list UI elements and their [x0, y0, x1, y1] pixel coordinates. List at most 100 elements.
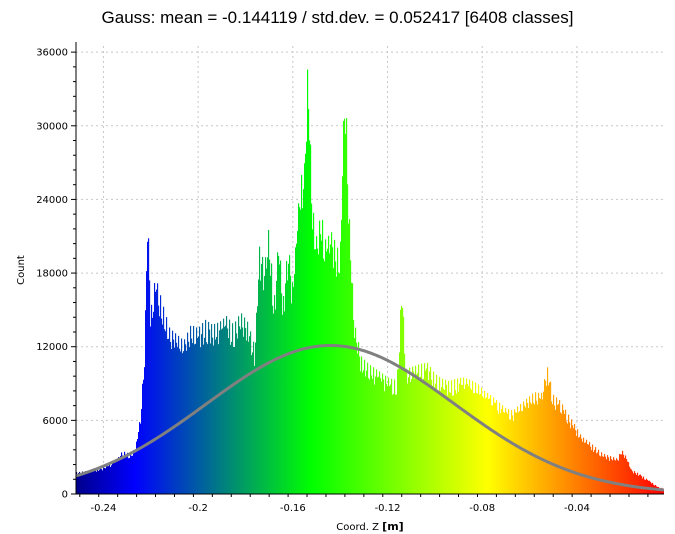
histogram-bar	[291, 303, 293, 494]
histogram-bar	[88, 470, 90, 494]
histogram-bar	[473, 393, 475, 494]
histogram-bar	[176, 342, 178, 494]
histogram-bar	[612, 460, 614, 494]
histogram-bar	[482, 396, 484, 494]
histogram-bar	[134, 451, 136, 494]
histogram-bar	[591, 450, 593, 494]
histogram-bar	[557, 405, 559, 494]
histogram-bar	[507, 413, 509, 494]
histogram-bar	[119, 457, 121, 494]
histogram-bar	[523, 401, 525, 494]
histogram-bar	[516, 412, 518, 494]
histogram-bar	[153, 311, 155, 494]
histogram-bar	[203, 344, 205, 494]
histogram-bar	[629, 466, 631, 494]
histogram-bar	[382, 373, 384, 494]
histogram-bar	[646, 478, 648, 494]
histogram-bar	[550, 381, 552, 494]
histogram-bar	[643, 476, 645, 494]
axes	[71, 42, 664, 497]
histogram-bar	[295, 247, 297, 494]
histogram-bar	[397, 369, 399, 494]
histogram-bar	[84, 473, 86, 494]
histogram-bar	[225, 325, 227, 494]
histogram-bar	[571, 419, 573, 494]
histogram-bar	[581, 438, 583, 494]
histogram-bar	[94, 469, 96, 494]
histogram-bar	[447, 395, 449, 494]
histogram-bar	[114, 462, 116, 494]
histogram-bar	[460, 377, 462, 494]
histogram-bar	[280, 260, 282, 494]
histogram-bar	[588, 444, 590, 494]
histogram-bar	[236, 333, 238, 494]
y-tick-label: 12000	[36, 342, 68, 353]
histogram-bar	[273, 313, 275, 494]
histogram-bar	[361, 356, 363, 494]
histogram-bar	[547, 367, 549, 494]
histogram-bar	[386, 383, 388, 494]
histogram-bar	[497, 410, 499, 494]
histogram-bar	[422, 381, 424, 494]
axis-labels: -0.24 -0.2 -0.16 -0.12 -0.08 -0.04 0 6000 12000 1…	[16, 48, 590, 533]
histogram-bar	[237, 338, 239, 494]
histogram-bar	[104, 467, 106, 494]
histogram-bar	[279, 264, 281, 494]
histogram-bar	[152, 317, 154, 494]
histogram-bar	[424, 363, 426, 494]
histogram-bar	[155, 291, 157, 494]
histogram-bar	[481, 387, 483, 494]
histogram-bar	[304, 163, 306, 494]
histogram-bar	[546, 385, 548, 494]
histogram-bar	[115, 459, 117, 494]
histogram-bar	[564, 413, 566, 494]
histogram-bar	[202, 323, 204, 494]
histogram-bar	[634, 471, 636, 494]
histogram-bar	[549, 382, 551, 494]
histogram-bar	[144, 367, 146, 494]
histogram-bar	[469, 379, 471, 494]
histogram-bar	[465, 384, 467, 494]
histogram-bar	[425, 370, 427, 494]
histogram-bar	[181, 338, 183, 494]
histogram-bar	[270, 275, 272, 494]
histogram-bar	[322, 219, 324, 494]
histogram-bar	[327, 248, 329, 494]
histogram-bar	[587, 444, 589, 494]
histogram-bar	[628, 462, 630, 494]
histogram-bar	[398, 368, 400, 494]
x-tick-label: -0.16	[280, 503, 306, 514]
histogram-bar	[530, 402, 532, 494]
histogram-bar	[348, 223, 350, 494]
histogram-bar	[107, 466, 109, 494]
histogram-bar	[346, 118, 348, 494]
histogram-bar	[378, 376, 380, 494]
histogram-bar	[221, 329, 223, 494]
histogram-bar	[462, 384, 464, 494]
histogram-bar	[400, 309, 402, 494]
histogram-bar	[129, 457, 131, 494]
histogram-bar	[254, 365, 256, 494]
histogram-bar	[333, 268, 335, 494]
histogram-bar	[164, 329, 166, 494]
histogram-bar	[418, 364, 420, 494]
histogram-bar	[116, 461, 118, 494]
histogram-bar	[485, 398, 487, 494]
histogram-bar	[210, 343, 212, 494]
histogram-bar	[552, 404, 554, 494]
histogram-bar	[206, 342, 208, 494]
histogram-bar	[409, 367, 411, 494]
histogram-bar	[240, 329, 242, 494]
histogram-bar	[261, 263, 263, 494]
histogram-bar	[342, 176, 344, 494]
histogram-bar	[454, 379, 456, 494]
histogram-bar	[582, 441, 584, 494]
histogram-bar	[446, 384, 448, 494]
x-axis-title: Coord. Z [m]	[336, 520, 403, 533]
histogram-bar	[372, 378, 374, 494]
histogram-bar	[136, 441, 138, 494]
histogram-bar	[401, 305, 403, 494]
histogram-bar	[355, 327, 357, 494]
histogram-bar	[575, 430, 577, 494]
